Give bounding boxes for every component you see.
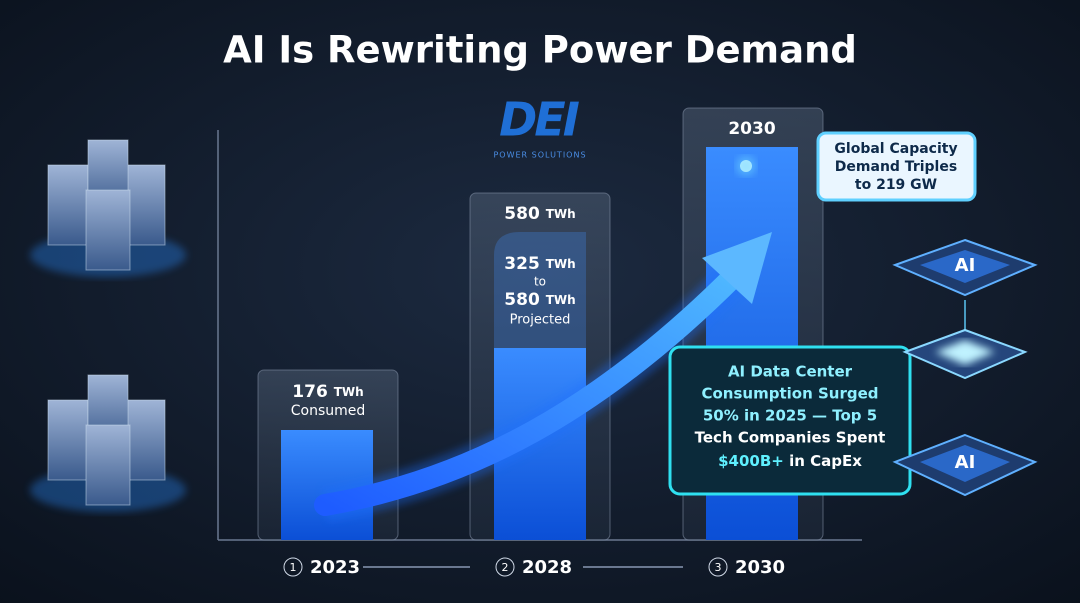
logo: DEI POWER SOLUTIONS: [493, 93, 586, 160]
callout-line: to 219 GW: [855, 177, 937, 193]
bar-year: 2030: [728, 119, 775, 139]
bar-note: Projected: [510, 313, 571, 328]
step-year: 2023: [310, 557, 360, 578]
chip-icons: AI AI: [892, 238, 1038, 497]
chip-label: AI: [955, 255, 976, 276]
callout-consumption: AI Data Center Consumption Surged 50% in…: [668, 345, 912, 496]
title: AI Is Rewriting Power Demand: [223, 29, 857, 72]
step-number: 3: [715, 561, 722, 574]
step-year: 2028: [522, 557, 572, 578]
chip-label: AI: [955, 452, 976, 473]
bar-value: 580 TWh: [504, 204, 575, 224]
callout-line: Global Capacity: [834, 141, 957, 157]
callout-line: $400B+ in CapEx: [718, 452, 862, 470]
callout-line: Tech Companies Spent: [695, 429, 886, 447]
callout-line: Consumption Surged: [701, 385, 878, 403]
callout-line: AI Data Center: [728, 363, 853, 381]
step-year: 2030: [735, 557, 785, 578]
step-number: 2: [502, 561, 509, 574]
bar-value: 176 TWh: [292, 382, 363, 402]
callout-capacity: Global Capacity Demand Triples to 219 GW: [816, 131, 977, 202]
logo-name: DEI: [499, 93, 580, 147]
range-to: 580 TWh: [504, 290, 575, 310]
arrow: [314, 232, 772, 522]
logo-tagline: POWER SOLUTIONS: [493, 151, 586, 160]
step-number: 1: [290, 561, 297, 574]
range-word: to: [534, 275, 546, 289]
callout-line: Demand Triples: [835, 159, 957, 175]
range-from: 325 TWh: [504, 254, 575, 274]
steps: 1 2023 2 2028 3 2030: [283, 557, 785, 578]
server-icons: [30, 139, 186, 512]
callout-line: 50% in 2025 — Top 5: [703, 407, 877, 425]
bar-labels: 176 TWh Consumed 580 TWh 325 TWh to 580 …: [291, 119, 776, 419]
bar-note: Consumed: [291, 403, 366, 419]
